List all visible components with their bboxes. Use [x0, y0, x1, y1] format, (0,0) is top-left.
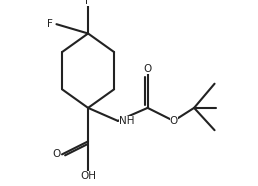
- Text: O: O: [170, 116, 178, 126]
- Text: O: O: [52, 149, 60, 159]
- Text: OH: OH: [80, 171, 96, 181]
- Text: O: O: [143, 64, 152, 74]
- Text: F: F: [47, 19, 53, 29]
- Text: F: F: [85, 0, 91, 6]
- Text: NH: NH: [119, 116, 134, 126]
